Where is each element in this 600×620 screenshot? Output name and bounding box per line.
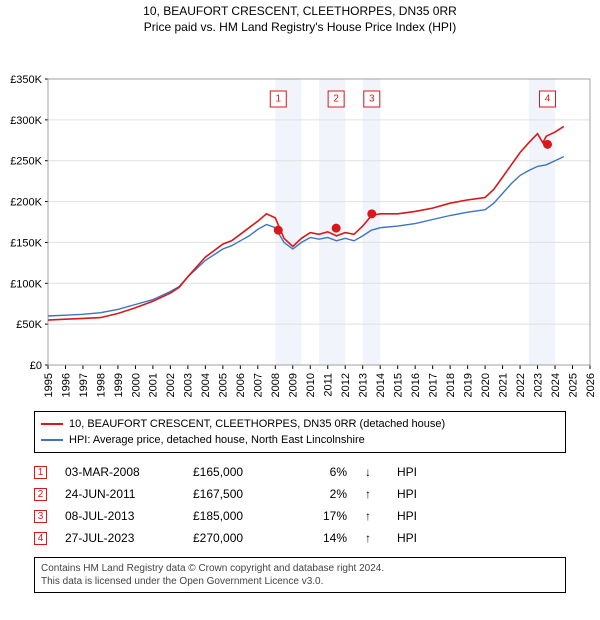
chart-title-block: 10, BEAUFORT CRESCENT, CLEETHORPES, DN35… (0, 0, 600, 35)
sale-row: 2 24-JUN-2011 £167,500 2% ↑ HPI (34, 483, 566, 505)
svg-text:2004: 2004 (200, 373, 212, 397)
svg-text:3: 3 (369, 94, 375, 105)
sale-diff: 2% (297, 487, 347, 501)
sale-price: £270,000 (193, 531, 279, 545)
sale-arrow-icon: ↓ (365, 465, 379, 479)
svg-text:2025: 2025 (567, 373, 579, 397)
sale-arrow-icon: ↑ (365, 487, 379, 501)
legend-swatch (41, 423, 63, 425)
svg-text:2014: 2014 (375, 373, 387, 397)
sale-marker: 4 (34, 532, 47, 545)
legend-box: 10, BEAUFORT CRESCENT, CLEETHORPES, DN35… (34, 411, 566, 453)
sale-diff: 14% (297, 531, 347, 545)
svg-text:2015: 2015 (393, 373, 405, 397)
title-line1: 10, BEAUFORT CRESCENT, CLEETHORPES, DN35… (0, 4, 600, 20)
svg-text:2013: 2013 (358, 373, 370, 397)
svg-text:2020: 2020 (480, 373, 492, 397)
svg-text:2016: 2016 (410, 373, 422, 397)
svg-text:2021: 2021 (497, 373, 509, 397)
svg-text:£50K: £50K (16, 319, 42, 331)
svg-text:£350K: £350K (10, 74, 42, 86)
svg-text:1995: 1995 (43, 373, 55, 397)
svg-text:£0: £0 (30, 360, 42, 372)
svg-text:2002: 2002 (165, 373, 177, 397)
sale-date: 27-JUL-2023 (65, 531, 175, 545)
svg-text:1996: 1996 (60, 373, 72, 397)
sale-date: 03-MAR-2008 (65, 465, 175, 479)
svg-text:2018: 2018 (445, 373, 457, 397)
svg-text:2017: 2017 (427, 373, 439, 397)
sale-marker: 1 (34, 466, 47, 479)
svg-text:1: 1 (275, 94, 281, 105)
legend-row: HPI: Average price, detached house, Nort… (41, 432, 559, 448)
sale-date: 24-JUN-2011 (65, 487, 175, 501)
chart-area: £0 £50K £100K £150K £200K £250K £300K £350K 1995… (0, 35, 600, 405)
svg-text:2005: 2005 (218, 373, 230, 397)
footer-line2: This data is licensed under the Open Gov… (41, 575, 559, 588)
legend-row: 10, BEAUFORT CRESCENT, CLEETHORPES, DN35… (41, 416, 559, 432)
svg-text:2001: 2001 (148, 373, 160, 397)
svg-text:2009: 2009 (288, 373, 300, 397)
svg-text:2023: 2023 (532, 373, 544, 397)
legend-label: HPI: Average price, detached house, Nort… (69, 434, 365, 446)
svg-text:2019: 2019 (462, 373, 474, 397)
sale-price: £185,000 (193, 509, 279, 523)
sale-row: 4 27-JUL-2023 £270,000 14% ↑ HPI (34, 527, 566, 549)
svg-text:2026: 2026 (585, 373, 597, 397)
title-line2: Price paid vs. HM Land Registry's House … (0, 20, 600, 36)
chart-svg: £0 £50K £100K £150K £200K £250K £300K £350K 1995… (0, 35, 600, 405)
sale-marker: 3 (34, 510, 47, 523)
svg-text:1999: 1999 (113, 373, 125, 397)
sale-arrow-icon: ↑ (365, 531, 379, 545)
svg-text:1998: 1998 (95, 373, 107, 397)
svg-text:£300K: £300K (10, 115, 42, 127)
svg-text:2012: 2012 (340, 373, 352, 397)
legend-label: 10, BEAUFORT CRESCENT, CLEETHORPES, DN35… (69, 418, 445, 430)
footer-attribution: Contains HM Land Registry data © Crown c… (34, 557, 566, 593)
svg-text:£200K: £200K (10, 197, 42, 209)
svg-text:2003: 2003 (183, 373, 195, 397)
svg-text:2024: 2024 (550, 373, 562, 397)
sales-table: 1 03-MAR-2008 £165,000 6% ↓ HPI 2 24-JUN-2011 £1… (34, 461, 566, 549)
sale-hpi-label: HPI (397, 509, 437, 523)
sale-hpi-label: HPI (397, 531, 437, 545)
sale-hpi-label: HPI (397, 465, 437, 479)
svg-text:2007: 2007 (253, 373, 265, 397)
svg-text:£100K: £100K (10, 278, 42, 290)
sale-price: £167,500 (193, 487, 279, 501)
sale-hpi-label: HPI (397, 487, 437, 501)
sale-diff: 17% (297, 509, 347, 523)
svg-text:2000: 2000 (130, 373, 142, 397)
svg-text:2: 2 (333, 94, 339, 105)
svg-text:2011: 2011 (323, 373, 335, 397)
svg-text:£150K: £150K (10, 238, 42, 250)
sale-marker: 2 (34, 488, 47, 501)
svg-text:2006: 2006 (235, 373, 247, 397)
svg-text:1997: 1997 (78, 373, 90, 397)
legend-swatch (41, 439, 63, 441)
sale-diff: 6% (297, 465, 347, 479)
svg-text:2008: 2008 (270, 373, 282, 397)
sale-price: £165,000 (193, 465, 279, 479)
footer-line1: Contains HM Land Registry data © Crown c… (41, 562, 559, 575)
svg-text:£250K: £250K (10, 156, 42, 168)
sale-date: 08-JUL-2013 (65, 509, 175, 523)
svg-text:2022: 2022 (515, 373, 527, 397)
svg-text:2010: 2010 (305, 373, 317, 397)
sale-arrow-icon: ↑ (365, 509, 379, 523)
sale-row: 3 08-JUL-2013 £185,000 17% ↑ HPI (34, 505, 566, 527)
svg-text:4: 4 (545, 94, 551, 105)
sale-row: 1 03-MAR-2008 £165,000 6% ↓ HPI (34, 461, 566, 483)
